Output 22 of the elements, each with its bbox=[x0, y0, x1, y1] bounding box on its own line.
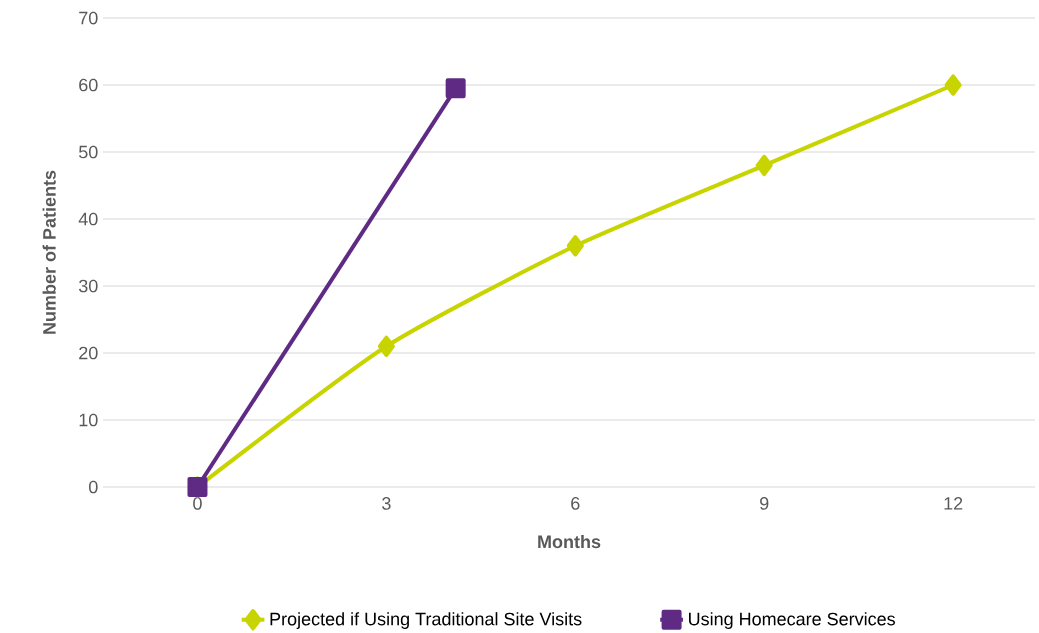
x-tick-label: 9 bbox=[760, 497, 769, 510]
legend-label: Projected if Using Traditional Site Visits bbox=[270, 612, 582, 630]
y-tick-label: 70 bbox=[79, 11, 98, 25]
x-tick-label: 6 bbox=[571, 497, 580, 510]
y-tick-label: 0 bbox=[89, 480, 98, 494]
x-tick-label: 0 bbox=[193, 497, 202, 510]
x-tick-label: 3 bbox=[382, 497, 391, 510]
legend-label: Using Homecare Services bbox=[689, 612, 895, 630]
y-tick-label: 30 bbox=[78, 279, 98, 293]
y-tick-label: 60 bbox=[79, 78, 98, 92]
point bbox=[944, 74, 962, 96]
y-tick-label: 10 bbox=[79, 413, 98, 427]
y-axis-title: Number of Patients bbox=[42, 170, 56, 335]
y-tick-label: 50 bbox=[78, 145, 98, 159]
point bbox=[377, 335, 395, 358]
x-tick-label: 12 bbox=[944, 497, 963, 510]
x-axis-title: Months bbox=[538, 535, 601, 549]
point bbox=[445, 78, 466, 99]
y-tick-label: 20 bbox=[79, 346, 98, 360]
y-tick-label: 40 bbox=[78, 212, 98, 226]
point bbox=[755, 154, 773, 177]
point bbox=[566, 235, 584, 257]
